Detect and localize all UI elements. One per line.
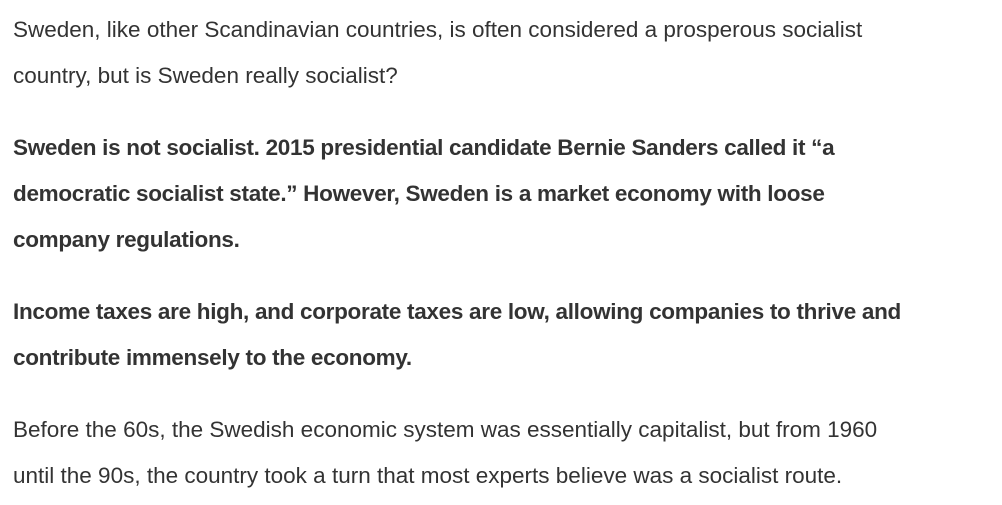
text-line: democratic socialist state.” However, Sw… (13, 181, 825, 206)
text-line: country, but is Sweden really socialist? (13, 63, 398, 88)
text-line: until the 90s, the country took a turn t… (13, 463, 843, 488)
text-line: company regulations. (13, 227, 240, 252)
text-line: Before the 60s, the Swedish economic sys… (13, 417, 878, 442)
paragraph-answer: Sweden is not socialist. 2015 presidenti… (13, 125, 1002, 263)
text-line: Sweden is not socialist. 2015 presidenti… (13, 135, 835, 160)
text-line: contribute immensely to the economy. (13, 345, 412, 370)
paragraph-history: Before the 60s, the Swedish economic sys… (13, 407, 1002, 499)
text-line: Sweden, like other Scandinavian countrie… (13, 17, 863, 42)
text-line: Income taxes are high, and corporate tax… (13, 299, 901, 324)
paragraph-intro: Sweden, like other Scandinavian countrie… (13, 7, 1002, 99)
paragraph-taxes: Income taxes are high, and corporate tax… (13, 289, 1002, 381)
